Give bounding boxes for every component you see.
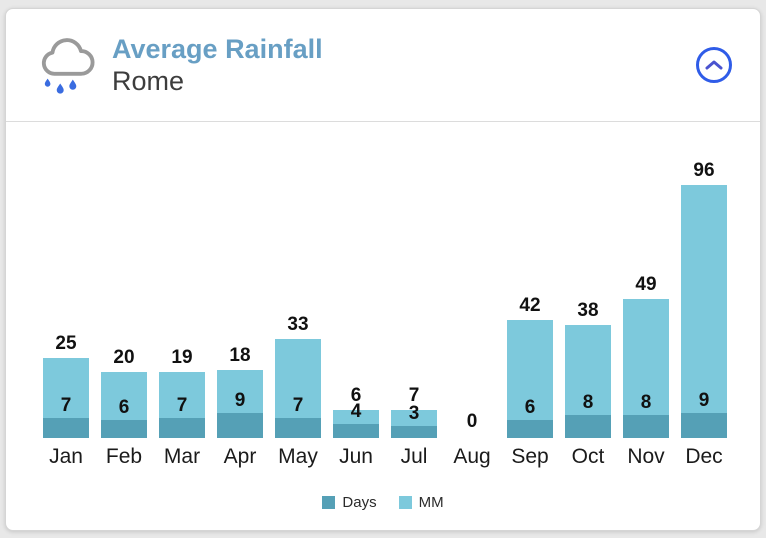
chart-column-jan: 25 7	[37, 122, 95, 438]
bar-nov	[623, 298, 669, 438]
chart-column-oct: 38 8	[559, 122, 617, 438]
chart-column-aug: 0	[443, 122, 501, 438]
chart-column-mar: 19 7	[153, 122, 211, 438]
x-axis-labels: Jan Feb Mar Apr May Jun Jul Aug Sep Oct Nov Dec	[6, 445, 760, 469]
bar-apr	[217, 370, 263, 438]
x-axis-label-sep: Sep	[511, 445, 549, 468]
x-axis-label-feb: Feb	[105, 445, 143, 468]
mm-value-label: 42	[519, 294, 541, 316]
mm-value-label: 33	[287, 314, 309, 336]
chevron-up-icon	[705, 60, 723, 70]
days-value-label: 9	[234, 390, 246, 412]
bar-days-segment	[565, 415, 611, 438]
x-axis-label-aug: Aug	[453, 445, 491, 468]
mm-value-label: 20	[113, 347, 135, 369]
raindrop-icon	[44, 78, 51, 87]
card-subtitle: Rome	[112, 66, 185, 96]
raindrop-icon	[69, 79, 77, 90]
days-value-label: 7	[60, 394, 72, 416]
bar-jul	[391, 409, 437, 438]
chart-column-feb: 20 6	[95, 122, 153, 438]
mm-value-label: 25	[55, 333, 77, 355]
card-header: Average Rainfall Rome	[6, 9, 760, 122]
bar-jan	[43, 358, 89, 438]
x-axis-label-jul: Jul	[400, 445, 428, 468]
chart-column-may: 33 7	[269, 122, 327, 438]
bar-days-segment	[101, 419, 147, 438]
zero-value-label: 0	[466, 411, 478, 432]
legend-label-mm: MM	[418, 494, 444, 511]
x-axis-label-dec: Dec	[685, 445, 723, 468]
raindrop-icon	[56, 83, 64, 94]
bar-sep	[507, 319, 553, 438]
bar-days-segment	[275, 417, 321, 438]
mm-value-label: 7	[408, 384, 420, 406]
legend-item-mm[interactable]: MM	[398, 494, 444, 511]
mm-swatch-icon	[398, 496, 412, 509]
bar-oct	[565, 324, 611, 438]
x-axis-label-oct: Oct	[571, 445, 605, 468]
days-value-label: 6	[118, 396, 130, 418]
bar-jun	[333, 409, 379, 438]
bar-days-segment	[217, 413, 263, 438]
chart-column-nov: 49 8	[617, 122, 675, 438]
bar-days-segment	[623, 415, 669, 438]
mm-value-label: 38	[577, 299, 599, 321]
x-axis-label-may: May	[278, 445, 318, 468]
chart-column-sep: 42 6	[501, 122, 559, 438]
rain-cloud-icon	[41, 38, 95, 94]
mm-value-label: 49	[635, 273, 657, 295]
mm-value-label: 96	[693, 159, 715, 181]
chart-plot-area: 25 7 20 6 19 7 18 9 33 7 6 4 7 3 0 42 6 38 8 49 8 96 9	[6, 122, 760, 438]
average-rainfall-card: Average Rainfall Rome 25 7 20 6 19 7 18 9 33 7 6 4 7…	[5, 8, 761, 531]
mm-value-label: 18	[229, 345, 251, 367]
legend-item-days[interactable]: Days	[322, 494, 377, 511]
days-swatch-icon	[322, 496, 336, 509]
bar-days-segment	[681, 413, 727, 438]
bar-may	[275, 339, 321, 438]
days-value-label: 9	[698, 390, 710, 412]
card-titles: Average Rainfall Rome	[112, 33, 323, 98]
days-value-label: 8	[582, 392, 594, 414]
chart-legend: Days MM	[6, 494, 760, 511]
bar-days-segment	[159, 417, 205, 438]
chart-column-dec: 96 9	[675, 122, 733, 438]
mm-value-label: 6	[350, 384, 362, 406]
bar-dec	[681, 184, 727, 438]
collapse-button[interactable]	[696, 47, 732, 83]
bar-mar	[159, 372, 205, 438]
days-value-label: 6	[524, 396, 536, 418]
bar-days-segment	[507, 419, 553, 438]
chart-column-apr: 18 9	[211, 122, 269, 438]
days-value-label: 8	[640, 392, 652, 414]
x-axis-label-mar: Mar	[163, 445, 201, 468]
days-value-label: 3	[408, 403, 420, 425]
legend-label-days: Days	[342, 494, 377, 511]
days-value-label: 7	[176, 394, 188, 416]
days-value-label: 7	[292, 394, 304, 416]
x-axis-label-jan: Jan	[49, 445, 83, 468]
days-value-label: 4	[350, 401, 362, 423]
bar-feb	[101, 372, 147, 438]
x-axis-label-nov: Nov	[627, 445, 665, 468]
bar-days-segment	[391, 426, 437, 438]
card-title: Average Rainfall	[112, 33, 323, 64]
mm-value-label: 19	[171, 347, 193, 369]
x-axis-label-apr: Apr	[223, 445, 257, 468]
x-axis-label-jun: Jun	[339, 445, 373, 468]
bar-days-segment	[43, 417, 89, 438]
bar-days-segment	[333, 424, 379, 438]
